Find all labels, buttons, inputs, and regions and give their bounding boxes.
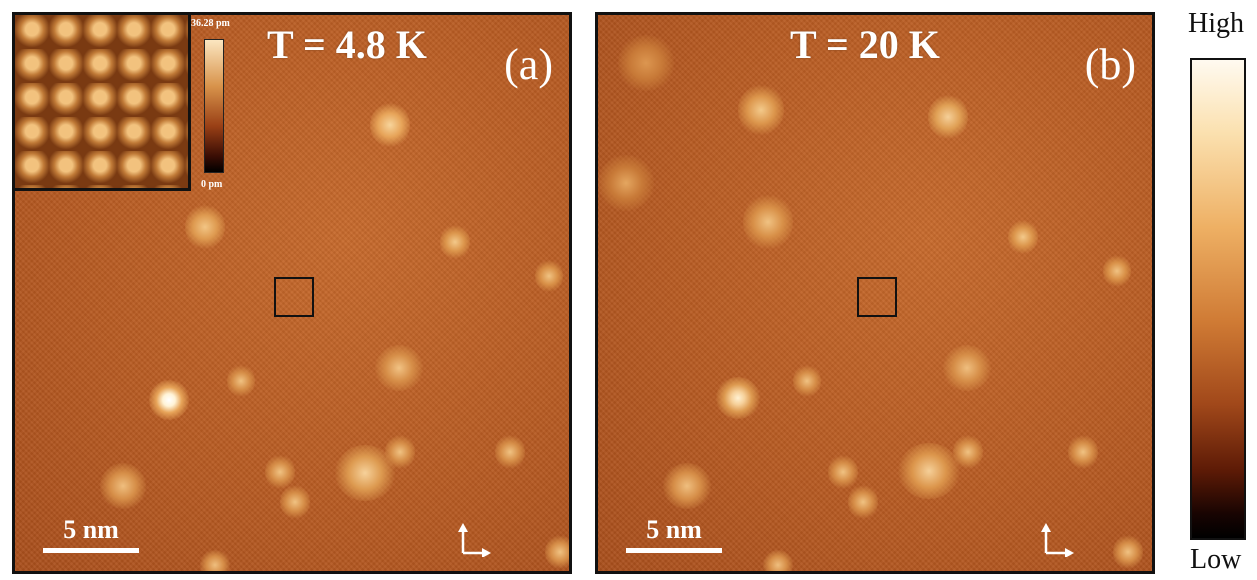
xy-axes-arrows-icon [1041,523,1074,557]
scale-bar-a-label: 5 nm [63,515,119,544]
atomic-lattice-inset [15,15,191,191]
colorbar-high-label: High [1188,8,1244,39]
panel-b-temperature-title: T = 20 K [790,22,940,67]
inset-colorbar-max-label: 36.28 pm [191,18,230,29]
region-of-interest-box-b [857,277,897,317]
scale-bar-a: 5 nm [43,516,139,553]
scale-bar-a-line [43,548,139,553]
panel-a-temperature-title: T = 4.8 K [267,22,427,67]
stm-image-panel-b: T = 20 K (b) 5 nm [595,12,1155,574]
xy-axes-arrows-icon [458,523,491,557]
region-of-interest-box-a [274,277,314,317]
scale-bar-b: 5 nm [626,516,722,553]
inset-colorbar [204,39,224,173]
scale-bar-b-label: 5 nm [646,515,702,544]
scale-bar-b-line [626,548,722,553]
panel-a-label: (a) [504,40,553,89]
height-colorbar [1190,58,1246,540]
inset-colorbar-min-label: 0 pm [201,179,223,190]
colorbar-low-label: Low [1190,544,1242,575]
panel-b-label: (b) [1084,40,1136,89]
stm-image-panel-a: 36.28 pm 0 pm T = 4.8 K (a) 5 nm [12,12,572,574]
